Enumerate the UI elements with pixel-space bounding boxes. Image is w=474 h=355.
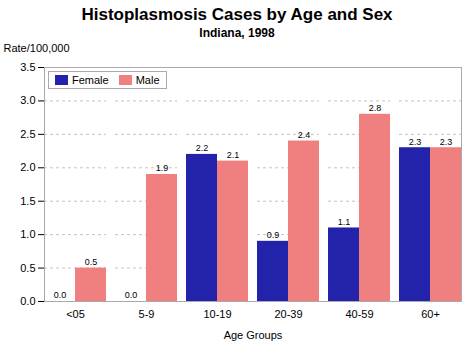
html-text:Male: Male bbox=[135, 74, 160, 86]
svg-text:2.0: 2.0 bbox=[20, 161, 35, 173]
svg-text:2.4: 2.4 bbox=[298, 130, 311, 140]
svg-text:2.8: 2.8 bbox=[369, 103, 382, 113]
svg-text:5-9: 5-9 bbox=[139, 308, 155, 320]
svg-text:1.5: 1.5 bbox=[20, 195, 35, 207]
svg-text:3.0: 3.0 bbox=[20, 94, 35, 106]
svg-text:<05: <05 bbox=[66, 308, 85, 320]
html-text:Histoplasmosis Cases by Age an: Histoplasmosis Cases by Age and Sex bbox=[81, 5, 393, 24]
svg-text:2.3: 2.3 bbox=[440, 137, 453, 147]
svg-text:40-59: 40-59 bbox=[345, 308, 373, 320]
svg-text:0.5: 0.5 bbox=[20, 262, 35, 274]
svg-text:Rate/100,000: Rate/100,000 bbox=[4, 42, 70, 54]
svg-text:2.5: 2.5 bbox=[20, 128, 35, 140]
svg-text:0.0: 0.0 bbox=[54, 290, 67, 300]
svg-text:0.9: 0.9 bbox=[267, 230, 280, 240]
svg-text:0.0: 0.0 bbox=[125, 290, 138, 300]
svg-text:60+: 60+ bbox=[421, 308, 440, 320]
html-text:Indiana, 1998: Indiana, 1998 bbox=[199, 26, 275, 40]
svg-text:Age Groups: Age Groups bbox=[224, 329, 283, 341]
svg-text:2.3: 2.3 bbox=[409, 137, 422, 147]
svg-text:0.5: 0.5 bbox=[85, 257, 98, 267]
svg-text:3.5: 3.5 bbox=[20, 61, 35, 73]
svg-text:20-39: 20-39 bbox=[274, 308, 302, 320]
svg-text:1.9: 1.9 bbox=[156, 163, 169, 173]
html-text:Female: Female bbox=[72, 74, 109, 86]
svg-text:1.1: 1.1 bbox=[338, 217, 351, 227]
svg-text:10-19: 10-19 bbox=[203, 308, 231, 320]
svg-text:2.2: 2.2 bbox=[196, 143, 209, 153]
svg-text:2.1: 2.1 bbox=[227, 150, 240, 160]
svg-text:1.0: 1.0 bbox=[20, 228, 35, 240]
svg-text:0.0: 0.0 bbox=[20, 295, 35, 307]
